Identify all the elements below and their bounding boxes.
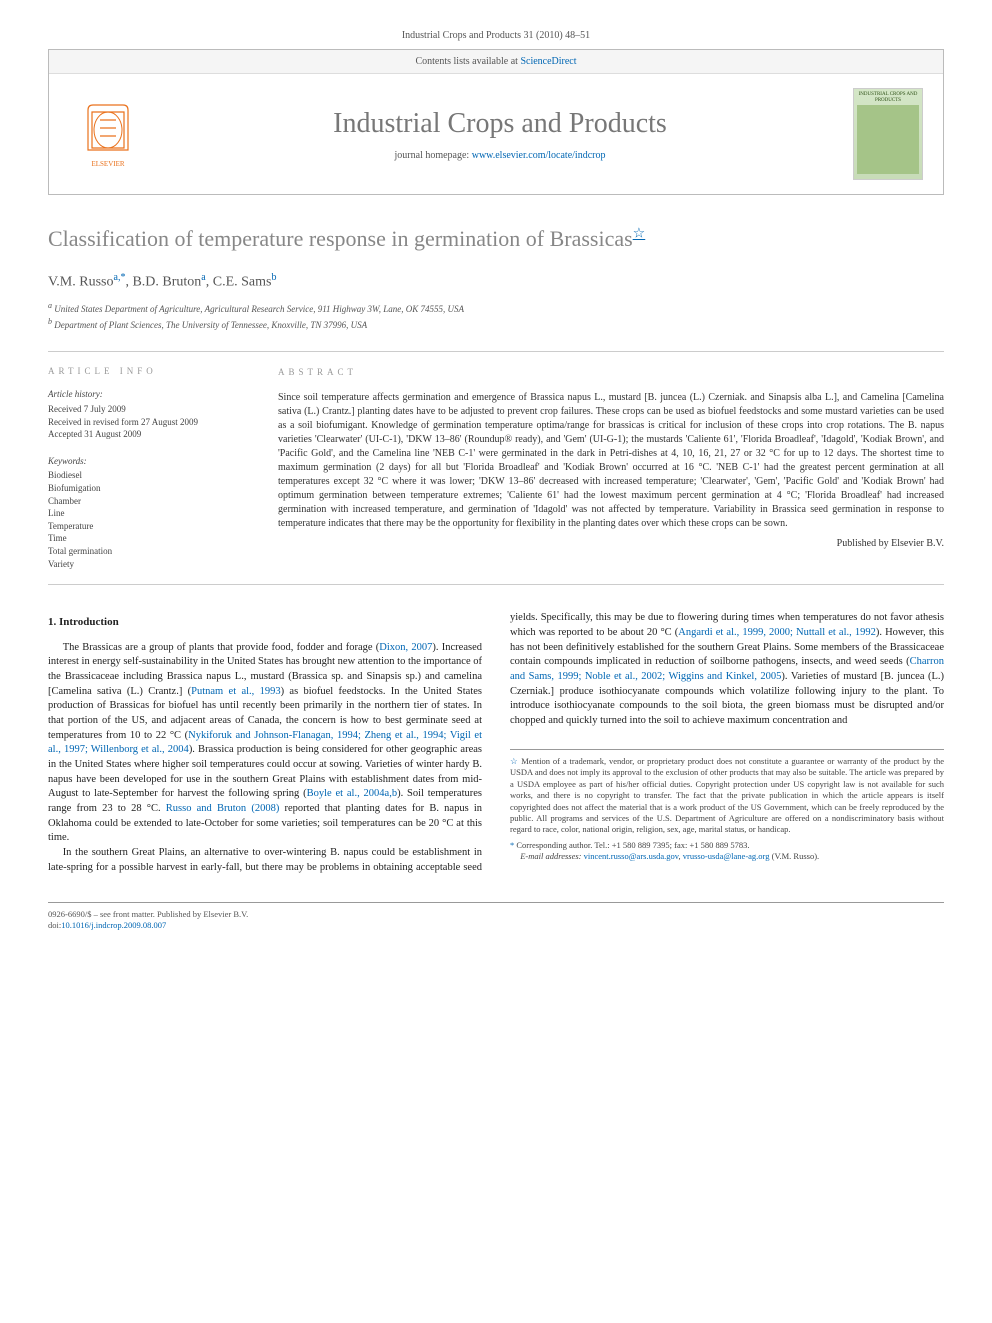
keyword: Total germination <box>48 545 248 558</box>
footnote-corresponding: * Corresponding author. Tel.: +1 580 889… <box>510 840 944 851</box>
author-3-affil: b <box>271 272 276 283</box>
homepage-link[interactable]: www.elsevier.com/locate/indcrop <box>472 150 606 161</box>
footnote-disclaimer: ☆ Mention of a trademark, vendor, or pro… <box>510 756 944 836</box>
keyword: Biodiesel <box>48 469 248 482</box>
email-author: (V.M. Russo). <box>772 851 820 861</box>
history-revised: Received in revised form 27 August 2009 <box>48 416 248 429</box>
title-footnote-link[interactable]: ☆ <box>633 227 646 242</box>
info-abstract-block: article info Article history: Received 7… <box>48 351 944 585</box>
cover-thumb-image <box>857 105 919 174</box>
page-footer: 0926-6690/$ – see front matter. Publishe… <box>48 902 944 931</box>
journal-header: Contents lists available at ScienceDirec… <box>48 49 944 195</box>
journal-homepage: journal homepage: www.elsevier.com/locat… <box>147 150 853 161</box>
citation-link[interactable]: Boyle et al., 2004a,b <box>307 788 397 799</box>
section-heading-intro: 1. Introduction <box>48 615 482 630</box>
footnote-emails: E-mail addresses: vincent.russo@ars.usda… <box>510 851 944 862</box>
keyword: Time <box>48 532 248 545</box>
abstract-label: abstract <box>278 366 944 379</box>
elsevier-logo: ELSEVIER <box>69 90 147 178</box>
abstract-text: Since soil temperature affects germinati… <box>278 391 944 531</box>
sciencedirect-link[interactable]: ScienceDirect <box>520 56 576 67</box>
abstract-publisher: Published by Elsevier B.V. <box>278 537 944 551</box>
keyword: Temperature <box>48 520 248 533</box>
contents-prefix: Contents lists available at <box>415 56 520 67</box>
cover-thumb-title: INDUSTRIAL CROPS AND PRODUCTS <box>857 92 919 103</box>
author-1: V.M. Russo <box>48 274 114 289</box>
doi-link[interactable]: 10.1016/j.indcrop.2009.08.007 <box>61 920 166 930</box>
header-main: ELSEVIER Industrial Crops and Products j… <box>49 74 943 194</box>
history-label: Article history: <box>48 388 248 401</box>
footnotes: ☆ Mention of a trademark, vendor, or pro… <box>510 749 944 863</box>
citation-link[interactable]: Angardi et al., 1999, 2000; Nuttall et a… <box>678 627 876 638</box>
abstract-column: abstract Since soil temperature affects … <box>278 366 944 570</box>
homepage-prefix: journal homepage: <box>395 150 472 161</box>
contents-text: Contents lists available at ScienceDirec… <box>415 56 576 67</box>
citation-link[interactable]: Russo and Bruton (2008) <box>166 803 280 814</box>
doi-line: doi:10.1016/j.indcrop.2009.08.007 <box>48 920 944 931</box>
article-body: 1. Introduction The Brassicas are a grou… <box>48 611 944 875</box>
history-received: Received 7 July 2009 <box>48 403 248 416</box>
body-para-1: The Brassicas are a group of plants that… <box>48 641 482 847</box>
email-link[interactable]: vrusso-usda@lane-ag.org <box>683 851 770 861</box>
affiliation-a: a United States Department of Agricultur… <box>48 300 944 316</box>
article-title-text: Classification of temperature response i… <box>48 226 633 251</box>
keywords-block: Keywords: Biodiesel Biofumigation Chambe… <box>48 455 248 570</box>
article-history: Article history: Received 7 July 2009 Re… <box>48 388 248 440</box>
publisher-name: ELSEVIER <box>91 160 124 168</box>
copyright-line: 0926-6690/$ – see front matter. Publishe… <box>48 909 944 920</box>
article-title: Classification of temperature response i… <box>48 225 944 254</box>
keyword: Chamber <box>48 495 248 508</box>
article-info-column: article info Article history: Received 7… <box>48 366 248 570</box>
journal-cover-thumb: INDUSTRIAL CROPS AND PRODUCTS <box>853 88 923 180</box>
header-center: Industrial Crops and Products journal ho… <box>147 108 853 161</box>
author-2: , B.D. Bruton <box>125 274 201 289</box>
keyword: Variety <box>48 558 248 571</box>
keywords-label: Keywords: <box>48 455 248 468</box>
article-info-label: article info <box>48 366 248 376</box>
email-label: E-mail addresses: <box>520 851 581 861</box>
citation-link[interactable]: Dixon, 2007 <box>379 642 432 653</box>
email-link[interactable]: vincent.russo@ars.usda.gov <box>584 851 679 861</box>
journal-title: Industrial Crops and Products <box>147 108 853 140</box>
author-3: , C.E. Sams <box>206 274 272 289</box>
header-top-bar: Contents lists available at ScienceDirec… <box>49 50 943 74</box>
authors: V.M. Russoa,*, B.D. Brutona, C.E. Samsb <box>48 272 944 291</box>
affiliation-b: b Department of Plant Sciences, The Univ… <box>48 316 944 332</box>
running-head: Industrial Crops and Products 31 (2010) … <box>48 30 944 41</box>
affiliations: a United States Department of Agricultur… <box>48 300 944 331</box>
keyword: Line <box>48 507 248 520</box>
keyword: Biofumigation <box>48 482 248 495</box>
history-accepted: Accepted 31 August 2009 <box>48 428 248 441</box>
citation-link[interactable]: Putnam et al., 1993 <box>191 686 280 697</box>
